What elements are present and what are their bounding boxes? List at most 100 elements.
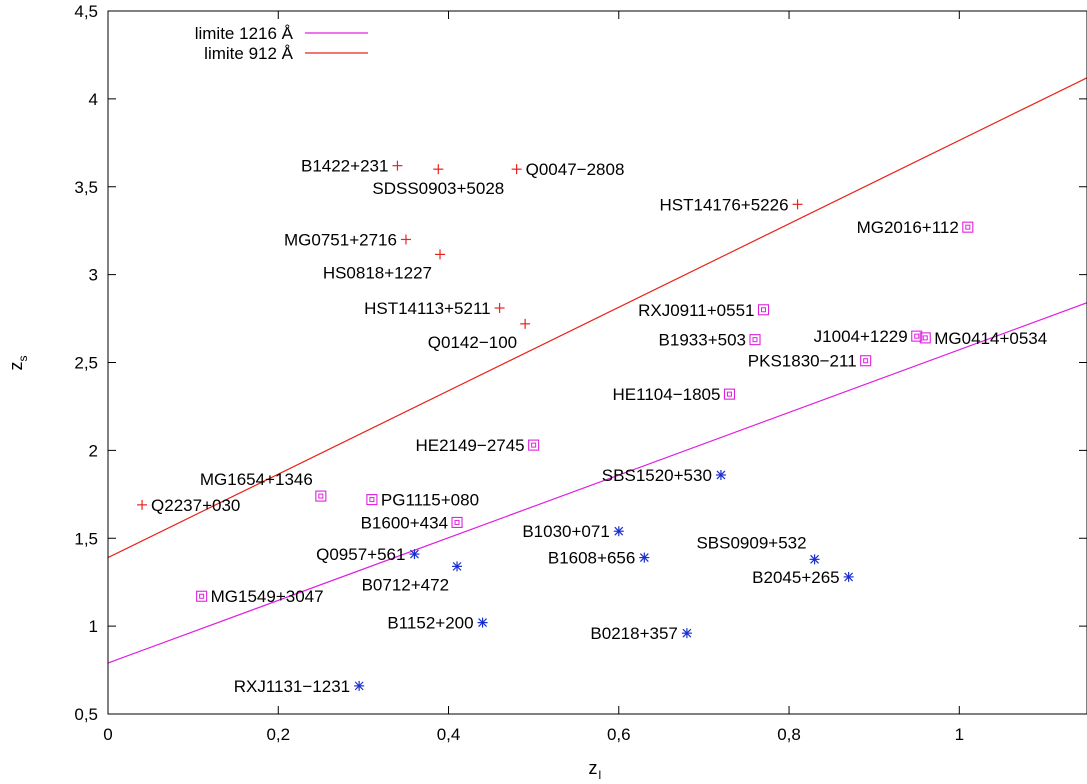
- x-tick-label: 0,2: [266, 725, 290, 744]
- point-label: B1933+503: [659, 331, 746, 350]
- marker-box-outer: [196, 590, 208, 602]
- marker-d2: [354, 681, 364, 691]
- point-label: SDSS0903+5028: [372, 179, 504, 198]
- point-label: Q0957+561: [316, 545, 405, 564]
- data-point-star: [354, 680, 365, 691]
- data-point-star: [613, 526, 624, 537]
- x-tick-label: 1: [955, 725, 964, 744]
- point-label: HE1104−1805: [613, 385, 721, 404]
- point-label: B0218+357: [590, 624, 677, 643]
- marker-box-inner: [922, 335, 928, 341]
- data-point-plus: [400, 234, 411, 245]
- marker-box-inner: [531, 442, 537, 448]
- marker-box-inner: [454, 519, 460, 525]
- point-label: B2045+265: [752, 568, 839, 587]
- marker-box-inner: [863, 358, 869, 364]
- point-label: SBS1520+530: [602, 466, 712, 485]
- point-label: MG1654+1346: [200, 470, 313, 489]
- data-point-box: [528, 439, 540, 451]
- data-point-box: [962, 221, 974, 233]
- y-axis-title-subscript: s: [16, 356, 30, 362]
- marker-d2: [452, 561, 462, 571]
- point-label: MG1549+3047: [211, 587, 324, 606]
- point-label: HST14176+5226: [660, 195, 789, 214]
- point-label: J1004+1229: [814, 327, 908, 346]
- marker-d2: [810, 554, 820, 564]
- y-tick-label: 2: [89, 441, 98, 460]
- marker-box-outer: [757, 304, 770, 316]
- data-point-plus: [520, 318, 531, 329]
- point-label: HS0818+1227: [323, 263, 432, 282]
- point-label: Q0047−2808: [526, 160, 625, 179]
- marker-box-outer: [919, 332, 931, 344]
- point-label: HE2149−2745: [415, 436, 524, 455]
- point-label: Q0142−100: [428, 333, 517, 352]
- y-tick-label: 1: [89, 617, 98, 636]
- marker-d2: [410, 549, 419, 559]
- point-label: B0712+472: [362, 575, 449, 594]
- limit-line-912: [108, 77, 1087, 559]
- marker-d2: [639, 553, 649, 563]
- legend-label: limite 912 Å: [204, 44, 293, 63]
- data-point-star: [681, 628, 692, 639]
- marker-d2: [716, 470, 726, 480]
- data-point-plus: [792, 199, 803, 210]
- marker-box-inner: [369, 497, 375, 503]
- x-tick-label: 0,8: [777, 725, 801, 744]
- point-label: PKS1830−211: [748, 352, 857, 371]
- point-label: B1422+231: [301, 157, 388, 176]
- y-tick-label: 4: [89, 90, 98, 109]
- point-label: RXJ0911+0551: [638, 301, 754, 320]
- x-axis-title-subscript: l: [599, 768, 602, 782]
- marker-box-outer: [749, 334, 761, 346]
- limit-lines: [108, 77, 1087, 664]
- data-point-star: [843, 571, 854, 582]
- point-label: B1608+656: [548, 549, 635, 568]
- point-label: B1152+200: [387, 614, 473, 633]
- data-point-star: [452, 561, 463, 572]
- point-label: B1030+071: [522, 522, 609, 541]
- point-label: RXJ1131−1231: [234, 677, 350, 696]
- point-label: HST14113+5211: [364, 299, 491, 318]
- marker-d2: [478, 618, 487, 628]
- point-label: MG0414+0534: [934, 329, 1047, 348]
- data-point-star: [409, 549, 420, 560]
- data-point-box: [315, 490, 327, 502]
- marker-box-outer: [962, 221, 974, 233]
- y-tick-label: 2,5: [74, 354, 98, 373]
- data-point-box: [919, 332, 931, 344]
- marker-box-outer: [528, 439, 540, 451]
- data-point-box: [757, 304, 770, 316]
- marker-d2: [844, 572, 854, 582]
- point-label: Q2237+030: [151, 496, 240, 515]
- y-tick-label: 4,5: [74, 2, 98, 21]
- marker-box-inner: [752, 337, 758, 343]
- data-point-box: [749, 334, 761, 346]
- marker-box-outer: [860, 355, 872, 367]
- data-point-box: [366, 494, 378, 506]
- point-label: MG0751+2716: [284, 230, 397, 249]
- x-tick-label: 0,4: [437, 725, 461, 744]
- marker-box-inner: [914, 333, 920, 339]
- marker-box-inner: [318, 493, 324, 499]
- x-tick-label: 0,6: [607, 725, 631, 744]
- y-tick-label: 3,5: [74, 178, 98, 197]
- data-point-box: [911, 330, 923, 342]
- data-point-plus: [511, 164, 522, 175]
- marker-box-inner: [761, 307, 767, 313]
- data-point-box: [451, 516, 463, 528]
- marker-box-outer: [315, 490, 327, 502]
- y-tick-label: 3: [89, 266, 98, 285]
- y-tick-label: 1,5: [74, 529, 98, 548]
- marker-d2: [614, 526, 624, 536]
- point-label: PG1115+080: [381, 491, 479, 510]
- marker-d2: [682, 628, 692, 638]
- data-point-plus: [435, 249, 446, 260]
- data-point-plus: [392, 160, 403, 171]
- point-label: SBS0909+532: [696, 533, 806, 552]
- limit-line-1216: [108, 302, 1087, 664]
- data-point-plus: [433, 164, 444, 175]
